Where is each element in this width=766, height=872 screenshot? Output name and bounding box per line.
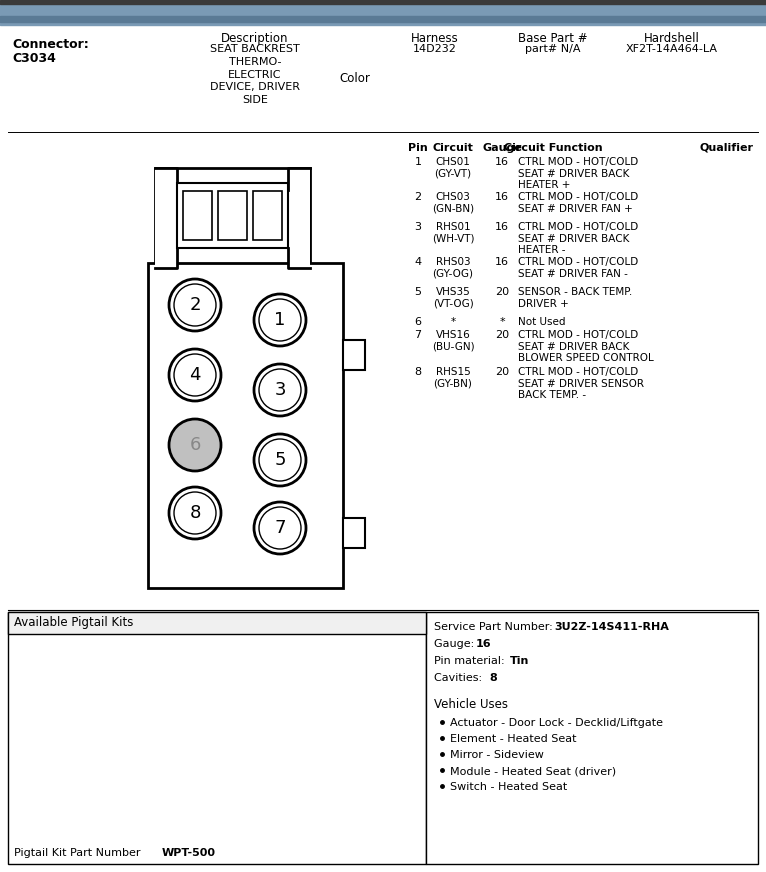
Circle shape	[254, 364, 306, 416]
Circle shape	[254, 502, 306, 554]
Text: CTRL MOD - HOT/COLD
SEAT # DRIVER FAN -: CTRL MOD - HOT/COLD SEAT # DRIVER FAN -	[518, 257, 638, 278]
Text: Tin: Tin	[510, 656, 529, 666]
Text: 2: 2	[414, 192, 421, 202]
Text: Cavities:: Cavities:	[434, 673, 486, 683]
Text: Not Used: Not Used	[518, 317, 565, 327]
Text: CTRL MOD - HOT/COLD
SEAT # DRIVER BACK
HEATER -: CTRL MOD - HOT/COLD SEAT # DRIVER BACK H…	[518, 222, 638, 255]
Bar	[8, 612, 426, 864]
Circle shape	[254, 294, 306, 346]
Text: 20: 20	[495, 330, 509, 340]
Text: 6: 6	[414, 317, 421, 327]
Circle shape	[169, 349, 221, 401]
Text: Base Part #: Base Part #	[518, 32, 588, 45]
Text: 20: 20	[495, 287, 509, 297]
Text: 8: 8	[189, 504, 201, 522]
Text: SEAT BACKREST
THERMO-
ELECTRIC
DEVICE, DRIVER
SIDE: SEAT BACKREST THERMO- ELECTRIC DEVICE, D…	[210, 44, 300, 106]
Text: Actuator - Door Lock - Decklid/Liftgate: Actuator - Door Lock - Decklid/Liftgate	[450, 718, 663, 728]
Text: 20: 20	[495, 367, 509, 377]
Text: 4: 4	[414, 257, 421, 267]
Text: Connector:: Connector:	[12, 38, 89, 51]
Text: Hardshell: Hardshell	[644, 32, 700, 45]
Text: 3U2Z-14S411-RHA: 3U2Z-14S411-RHA	[554, 622, 669, 632]
Text: 7: 7	[414, 330, 421, 340]
Text: Pigtail Kit Part Number: Pigtail Kit Part Number	[14, 848, 144, 858]
Text: RHS03
(GY-OG): RHS03 (GY-OG)	[433, 257, 473, 278]
Text: 7: 7	[274, 519, 286, 537]
Text: Description: Description	[221, 32, 289, 45]
Text: 3: 3	[414, 222, 421, 232]
Text: *: *	[450, 317, 456, 327]
Text: part# N/A: part# N/A	[525, 44, 581, 54]
Circle shape	[169, 419, 221, 471]
Text: RHS15
(GY-BN): RHS15 (GY-BN)	[434, 367, 473, 389]
Bar	[155, 168, 310, 268]
Text: 16: 16	[476, 639, 492, 649]
Text: 6: 6	[189, 436, 201, 454]
Circle shape	[169, 279, 221, 331]
Text: CTRL MOD - HOT/COLD
SEAT # DRIVER BACK
HEATER +: CTRL MOD - HOT/COLD SEAT # DRIVER BACK H…	[518, 157, 638, 190]
Bar	[426, 612, 758, 864]
Text: 5: 5	[274, 451, 286, 469]
Text: VHS16
(BU-GN): VHS16 (BU-GN)	[432, 330, 474, 351]
Text: CHS01
(GY-VT): CHS01 (GY-VT)	[434, 157, 472, 179]
Bar	[343, 518, 365, 548]
Text: Switch - Heated Seat: Switch - Heated Seat	[450, 782, 568, 792]
Text: Gauge: Gauge	[482, 143, 522, 153]
Text: *: *	[499, 317, 505, 327]
Bar	[253, 191, 282, 240]
Text: Harness: Harness	[411, 32, 459, 45]
Circle shape	[169, 487, 221, 539]
Text: CTRL MOD - HOT/COLD
SEAT # DRIVER BACK
BLOWER SPEED CONTROL: CTRL MOD - HOT/COLD SEAT # DRIVER BACK B…	[518, 330, 653, 364]
Text: CTRL MOD - HOT/COLD
SEAT # DRIVER FAN +: CTRL MOD - HOT/COLD SEAT # DRIVER FAN +	[518, 192, 638, 214]
Text: Module - Heated Seat (driver): Module - Heated Seat (driver)	[450, 766, 616, 776]
Text: Circuit Function: Circuit Function	[504, 143, 602, 153]
Text: CTRL MOD - HOT/COLD
SEAT # DRIVER SENSOR
BACK TEMP. -: CTRL MOD - HOT/COLD SEAT # DRIVER SENSOR…	[518, 367, 644, 400]
Bar	[343, 340, 365, 370]
Text: 1: 1	[414, 157, 421, 167]
Circle shape	[254, 434, 306, 486]
Text: C3034: C3034	[12, 52, 56, 65]
Bar	[148, 263, 343, 588]
Text: WPT-500: WPT-500	[162, 848, 216, 858]
Text: Pin: Pin	[408, 143, 428, 153]
Bar	[177, 183, 288, 248]
Text: Pin material:: Pin material:	[434, 656, 508, 666]
Text: Color: Color	[339, 72, 371, 85]
Bar	[8, 612, 426, 634]
Text: 8: 8	[414, 367, 421, 377]
Text: 14D232: 14D232	[413, 44, 457, 54]
Text: VHS35
(VT-OG): VHS35 (VT-OG)	[433, 287, 473, 309]
Text: 1: 1	[274, 311, 286, 329]
Text: Qualifier: Qualifier	[700, 143, 754, 153]
Text: 16: 16	[495, 222, 509, 232]
Bar	[0, 4, 766, 25]
Bar	[288, 168, 310, 268]
Bar	[155, 168, 177, 268]
Text: RHS01
(WH-VT): RHS01 (WH-VT)	[432, 222, 474, 243]
Text: Vehicle Uses: Vehicle Uses	[434, 698, 508, 711]
Bar	[183, 191, 212, 240]
Text: 3: 3	[274, 381, 286, 399]
Text: Mirror - Sideview: Mirror - Sideview	[450, 750, 544, 760]
Text: XF2T-14A464-LA: XF2T-14A464-LA	[626, 44, 718, 54]
Text: 16: 16	[495, 257, 509, 267]
Text: 16: 16	[495, 157, 509, 167]
Text: CHS03
(GN-BN): CHS03 (GN-BN)	[432, 192, 474, 214]
Text: Gauge:: Gauge:	[434, 639, 478, 649]
Text: 4: 4	[189, 366, 201, 384]
Bar	[218, 191, 247, 240]
Text: 5: 5	[414, 287, 421, 297]
Text: SENSOR - BACK TEMP.
DRIVER +: SENSOR - BACK TEMP. DRIVER +	[518, 287, 632, 309]
Bar	[0, 0, 766, 4]
Text: Element - Heated Seat: Element - Heated Seat	[450, 734, 577, 744]
Text: 16: 16	[495, 192, 509, 202]
Text: Available Pigtail Kits: Available Pigtail Kits	[14, 616, 133, 629]
Text: Circuit: Circuit	[433, 143, 473, 153]
Text: 8: 8	[489, 673, 496, 683]
Text: Service Part Number:: Service Part Number:	[434, 622, 556, 632]
Bar	[0, 16, 766, 22]
Text: 2: 2	[189, 296, 201, 314]
